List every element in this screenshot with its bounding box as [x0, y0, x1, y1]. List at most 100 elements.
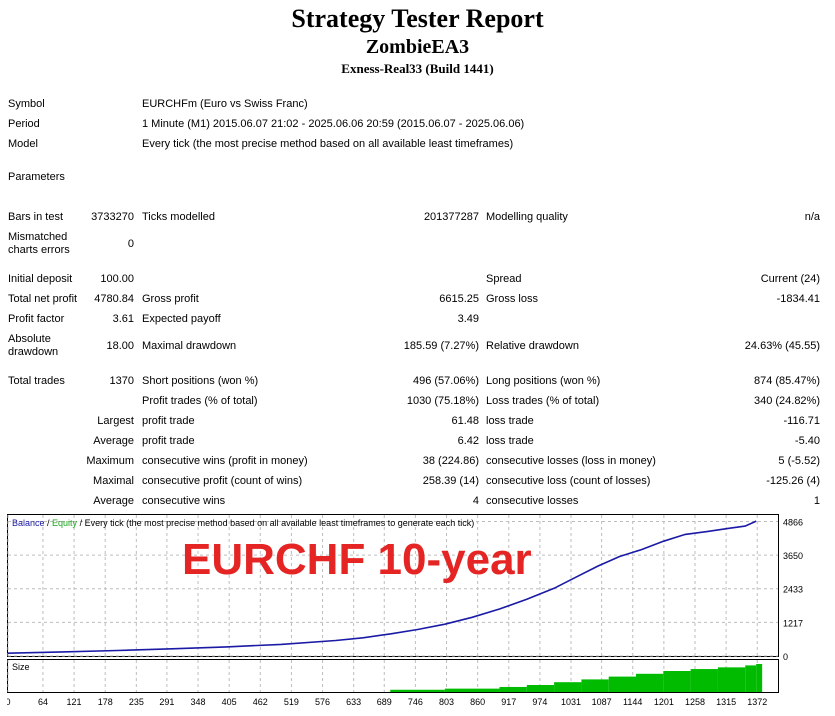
parameters-label: Parameters [8, 171, 65, 183]
y-tick-label: 2433 [783, 585, 803, 595]
loss-trades-label: Loss trades (% of total) [486, 395, 600, 407]
maximal-label: Maximal [93, 475, 134, 487]
y-axis-ticks: 4866 3650 2433 1217 0 [783, 517, 803, 662]
y-tick-label: 3650 [783, 551, 803, 561]
ea-name: ZombieEA3 [365, 36, 470, 58]
absolute-drawdown-label-line1: Absolute [8, 333, 51, 345]
x-tick-label: 405 [222, 697, 237, 707]
size-bar [690, 669, 718, 692]
x-tick-label: 519 [284, 697, 299, 707]
maximal-consecutive-profit-label: consecutive profit (count of wins) [142, 475, 303, 487]
avg-consecutive-wins-label: consecutive wins [142, 495, 226, 507]
symbol-label: Symbol [8, 98, 45, 110]
size-bar [636, 673, 664, 692]
x-tick-label: 178 [98, 697, 113, 707]
legend-equity: Equity [52, 518, 78, 528]
legend-description: / Every tick (the most precise method ba… [77, 518, 475, 528]
maximal-drawdown-label: Maximal drawdown [142, 340, 237, 352]
size-bar [581, 679, 609, 692]
x-tick-label: 1087 [592, 697, 612, 707]
profit-trades-label: Profit trades (% of total) [142, 395, 258, 407]
x-tick-label: 1201 [654, 697, 674, 707]
ticks-label: Ticks modelled [142, 211, 215, 223]
quality-value: n/a [804, 211, 820, 223]
x-tick-label: 0 [7, 697, 11, 707]
x-tick-label: 1372 [747, 697, 767, 707]
size-bar [745, 665, 757, 692]
max-consecutive-wins-label: consecutive wins (profit in money) [142, 455, 308, 467]
quality-label: Modelling quality [486, 211, 568, 223]
model-label: Model [8, 138, 38, 150]
x-tick-label: 576 [315, 697, 330, 707]
grid [7, 515, 778, 692]
largest-profit-value: 61.48 [451, 415, 479, 427]
max-consecutive-losses-value: 5 (-5.52) [778, 455, 820, 467]
x-tick-label: 803 [439, 697, 454, 707]
x-tick-label: 121 [67, 697, 82, 707]
gross-loss-label: Gross loss [486, 293, 538, 305]
size-label: Size [12, 662, 30, 672]
largest-profit-label: profit trade [142, 415, 195, 427]
net-profit-value: 4780.84 [94, 293, 134, 305]
x-tick-label: 917 [501, 697, 516, 707]
spread-label: Spread [486, 273, 522, 285]
bars-value: 3733270 [91, 211, 134, 223]
x-axis-ticks: 0 64 121 178 235 291 348 405 462 519 576 633 689 746 8… [7, 697, 767, 707]
absolute-drawdown-value: 18.00 [106, 340, 134, 352]
maximal-consecutive-loss-value: -125.26 (4) [766, 475, 820, 487]
size-bars [390, 664, 763, 692]
y-tick-label: 4866 [783, 517, 803, 527]
x-tick-label: 974 [532, 697, 547, 707]
expected-payoff-label: Expected payoff [142, 313, 221, 325]
model-value: Every tick (the most precise method base… [142, 138, 514, 150]
maximal-consecutive-profit-value: 258.39 (14) [422, 475, 479, 487]
x-tick-label: 462 [253, 697, 268, 707]
long-positions-value: 874 (85.47%) [753, 375, 820, 387]
server-build: Exness-Real33 (Build 1441) [341, 61, 494, 76]
size-bar [526, 685, 555, 692]
gross-profit-value: 6615.25 [439, 293, 479, 305]
max-consecutive-losses-label: consecutive losses (loss in money) [486, 455, 656, 467]
chart-legend: Balance / Equity / Every tick (the most … [12, 518, 474, 529]
mismatch-label-line2: charts errors [8, 244, 70, 256]
gross-profit-label: Gross profit [142, 293, 199, 305]
period-value: 1 Minute (M1) 2015.06.07 21:02 - 2025.06… [142, 118, 525, 130]
overlay-caption: EURCHF 10-year [182, 535, 532, 584]
mismatch-label-line1: Mismatched [8, 231, 68, 243]
avg-consecutive-losses-label: consecutive losses [486, 495, 579, 507]
average-consecutive-label: Average [93, 495, 134, 507]
size-bar [554, 682, 582, 692]
mismatch-value: 0 [127, 238, 134, 250]
size-bar [663, 671, 691, 692]
absolute-drawdown-label-line2: drawdown [8, 346, 59, 358]
legend-balance: Balance [12, 518, 45, 528]
net-profit-label: Total net profit [8, 293, 78, 305]
largest-label: Largest [97, 415, 134, 427]
legend-separator: / [44, 518, 53, 528]
size-bar [499, 686, 527, 692]
balance-series [7, 520, 757, 654]
spread-value: Current (24) [760, 273, 820, 285]
x-tick-label: 1031 [561, 697, 581, 707]
max-consecutive-wins-value: 38 (224.86) [422, 455, 479, 467]
size-bar [756, 664, 763, 692]
largest-loss-label: loss trade [486, 415, 534, 427]
x-tick-label: 348 [191, 697, 206, 707]
balance-line [7, 520, 757, 654]
x-tick-label: 64 [38, 697, 48, 707]
maximum-label: Maximum [86, 455, 134, 467]
symbol-value: EURCHFm (Euro vs Swiss Franc) [142, 98, 308, 110]
x-tick-label: 235 [129, 697, 144, 707]
size-bar [444, 688, 500, 692]
x-tick-label: 860 [470, 697, 485, 707]
size-bar [390, 689, 445, 692]
size-bar [608, 676, 637, 692]
bars-label: Bars in test [8, 211, 64, 223]
long-positions-label: Long positions (won %) [486, 375, 601, 387]
profit-trades-value: 1030 (75.18%) [406, 395, 479, 407]
gross-loss-value: -1834.41 [776, 293, 820, 305]
total-trades-label: Total trades [8, 375, 65, 387]
average-profit-label: profit trade [142, 435, 195, 447]
average-label: Average [93, 435, 134, 447]
short-positions-label: Short positions (won %) [142, 375, 259, 387]
